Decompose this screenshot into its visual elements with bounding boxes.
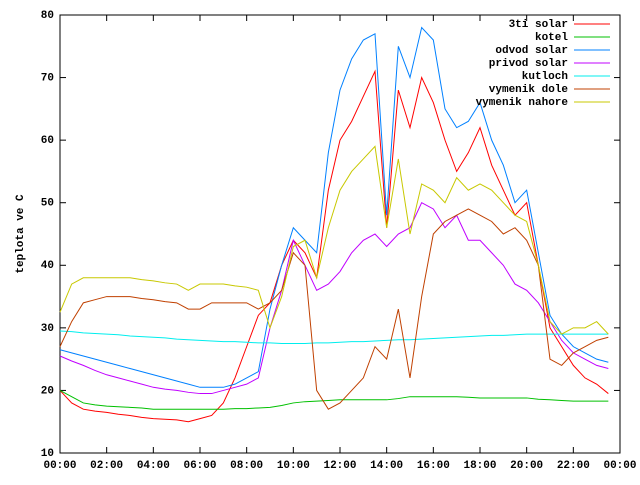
x-tick-label: 16:00 (417, 460, 450, 472)
y-tick-label: 30 (41, 323, 54, 335)
legend-label: kutloch (522, 71, 568, 83)
x-tick-label: 22:00 (557, 460, 590, 472)
legend-label: vymenik dole (489, 84, 569, 96)
x-tick-label: 10:00 (277, 460, 310, 472)
x-tick-label: 14:00 (370, 460, 403, 472)
y-tick-label: 50 (41, 198, 54, 210)
y-tick-label: 80 (41, 10, 54, 22)
legend-label: kotel (535, 32, 568, 44)
legend-label: odvod solar (495, 45, 568, 57)
y-axis-label: teplota ve C (15, 194, 27, 274)
y-tick-label: 20 (41, 385, 54, 397)
y-tick-label: 40 (41, 260, 54, 272)
x-tick-label: 00:00 (603, 460, 636, 472)
x-tick-label: 04:00 (137, 460, 170, 472)
series-line (59, 145, 609, 335)
y-tick-label: 10 (41, 448, 54, 460)
legend-label: vymenik nahore (476, 97, 569, 109)
series-line (59, 208, 609, 410)
y-tick-label: 70 (41, 72, 54, 84)
y-tick-label: 60 (41, 135, 54, 147)
x-tick-label: 20:00 (510, 460, 543, 472)
x-tick-label: 12:00 (323, 460, 356, 472)
x-tick-label: 02:00 (90, 460, 123, 472)
legend-label: privod solar (489, 58, 568, 70)
series-line (59, 330, 609, 344)
x-tick-label: 06:00 (183, 460, 216, 472)
series-line (59, 389, 609, 410)
series-line (59, 69, 609, 423)
x-tick-label: 00:00 (43, 460, 76, 472)
series-line (59, 26, 609, 388)
x-tick-label: 08:00 (230, 460, 263, 472)
series-line (59, 202, 609, 395)
x-tick-label: 18:00 (463, 460, 496, 472)
legend-label: 3ti solar (509, 19, 568, 31)
